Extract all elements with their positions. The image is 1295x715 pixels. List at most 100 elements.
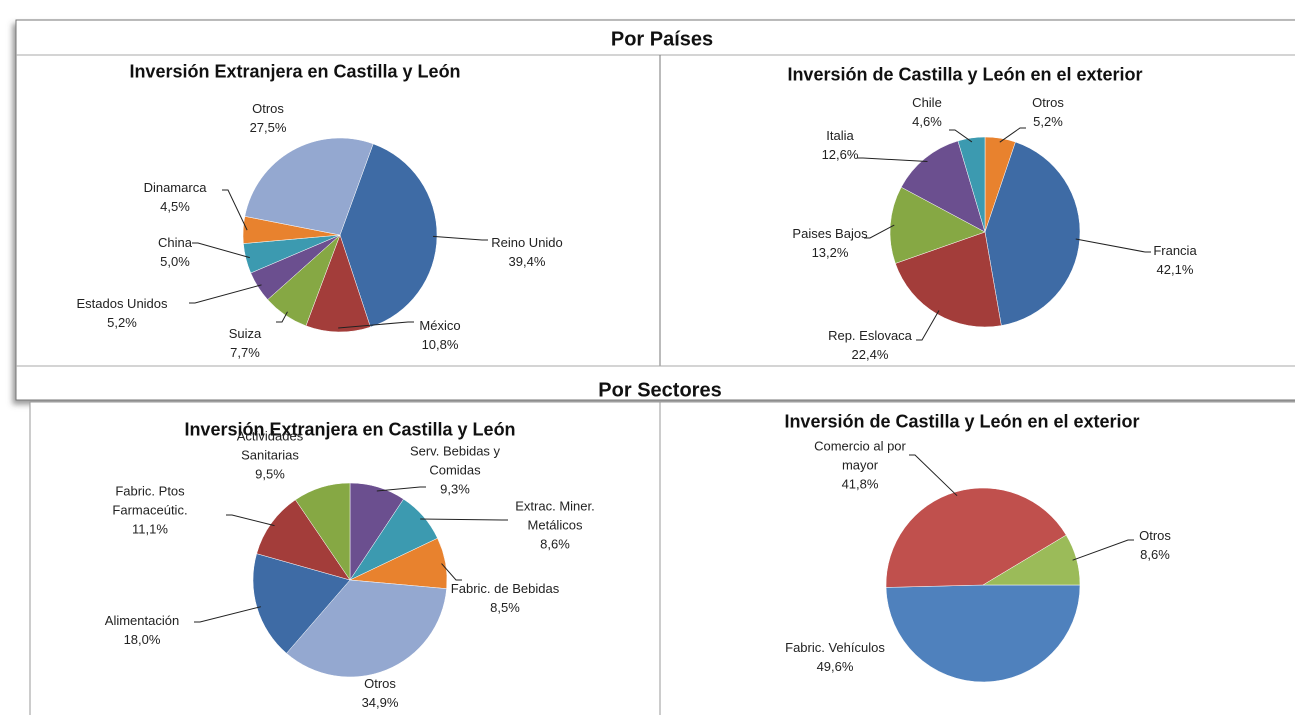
label-value: 8,6% [540,536,570,552]
label-value: 27,5% [249,120,287,135]
label-category: Paises Bajos [792,226,868,241]
label-category: Chile [912,95,942,110]
chart-title: Inversión de Castilla y León en el exter… [787,64,1143,85]
pie-slice [256,499,351,581]
label-category: Alimentación [104,613,180,628]
leader-line [949,129,973,143]
label-category: Italia [826,128,854,143]
bottom-panel [29,401,1295,715]
data-label: Italia 12,6% [822,126,859,164]
label-value: 22,4% [851,347,889,362]
leader-line [916,310,940,341]
data-label: Actividades Sanitarias 9,5% [210,427,330,484]
label-value: 11,1% [132,521,168,537]
label-category: Fabric. Ptos Farmaceútic. [112,483,188,518]
data-label: Otros 27,5% [250,99,287,137]
pie-slice [244,137,374,236]
data-label: Extrac. Miner. Metálicos 8,6% [495,497,615,554]
label-value: 4,5% [160,199,190,214]
label-value: 42,1% [1156,262,1194,277]
pie-slice [889,186,986,264]
label-category: Otros [1032,95,1064,110]
label-value: 4,6% [912,114,942,129]
pie-slice [885,584,1081,683]
data-label: Fabric. Vehículos 49,6% [785,638,885,676]
label-category: Actividades Sanitarias [236,428,304,463]
data-label: Dinamarca 4,5% [144,178,207,216]
label-value: 34,9% [361,695,399,710]
data-label: Reino Unido 39,4% [491,233,563,271]
label-value: 5,0% [160,254,190,269]
leader-line [999,127,1026,143]
leader-line [192,242,250,259]
label-value: 18,0% [123,632,161,647]
label-category: Otros [1139,528,1171,543]
data-label: Estados Unidos 5,2% [76,294,167,332]
data-label: Otros 5,2% [1032,93,1064,131]
label-value: 7,7% [230,345,260,360]
leader-line [222,189,248,231]
data-label: Suiza 7,7% [229,324,262,362]
leader-line [420,518,508,521]
pie-slice [900,140,986,233]
top-panel [15,19,1295,401]
section-title: Por Sectores [598,379,722,402]
label-value: 9,5% [255,466,285,482]
data-label: Otros 34,9% [362,674,399,712]
label-category: China [158,235,192,250]
label-category: Serv. Bebidas y Comidas [409,443,501,478]
label-value: 12,6% [821,147,859,162]
label-value: 5,2% [107,315,137,330]
leader-line [338,321,414,329]
data-label: China 5,0% [158,233,192,271]
leader-line [857,157,928,162]
leader-line [194,606,262,623]
label-category: Fabric. Vehículos [785,640,885,655]
data-label: Francia 42,1% [1153,241,1196,279]
pie-slice [957,136,986,233]
data-label: Rep. Eslovaca 22,4% [828,326,912,364]
label-category: Otros [364,676,396,691]
pie-slice [295,482,351,581]
label-category: México [419,318,461,333]
label-value: 10,8% [421,337,459,352]
label-category: Reino Unido [491,235,563,250]
label-category: Estados Unidos [76,296,168,311]
data-label: México 10,8% [419,316,460,354]
pie-slice [305,234,371,333]
leader-line [189,284,262,304]
label-category: Suiza [228,326,262,341]
leader-line [1072,539,1134,561]
pie-slice [286,579,447,678]
chart-title: Inversión Extranjera en Castilla y León [129,61,461,82]
data-label: Paises Bajos 13,2% [792,224,867,262]
leader-line [864,224,895,239]
label-value: 8,6% [1140,547,1170,562]
label-value: 49,6% [816,659,854,674]
label-value: 39,4% [508,254,546,269]
leader-line [226,514,275,527]
label-category: Francia [1153,243,1197,258]
leader-line [276,311,288,323]
label-value: 41,8% [841,476,879,492]
label-category: Otros [252,101,284,116]
label-value: 8,5% [490,600,520,615]
leader-line [1075,238,1151,253]
label-category: Comercio al por mayor [814,438,906,473]
leader-line [376,486,426,492]
data-label: Fabric. Ptos Farmaceútic. 11,1% [90,482,210,539]
data-label: Alimentación 18,0% [105,611,179,649]
label-category: Fabric. de Bebidas [450,581,560,596]
label-value: 9,3% [440,481,470,497]
label-category: Dinamarca [143,180,207,195]
label-value: 13,2% [811,245,849,260]
section-title: Por Países [610,28,714,51]
pie-slice [885,487,1067,588]
data-label: Otros 8,6% [1139,526,1171,564]
chart-title: Inversión Extranjera en Castilla y León [184,419,516,440]
data-label: Fabric. de Bebidas 8,5% [451,579,559,617]
label-category: Extrac. Miner. Metálicos [515,498,595,533]
leader-line [432,235,488,241]
